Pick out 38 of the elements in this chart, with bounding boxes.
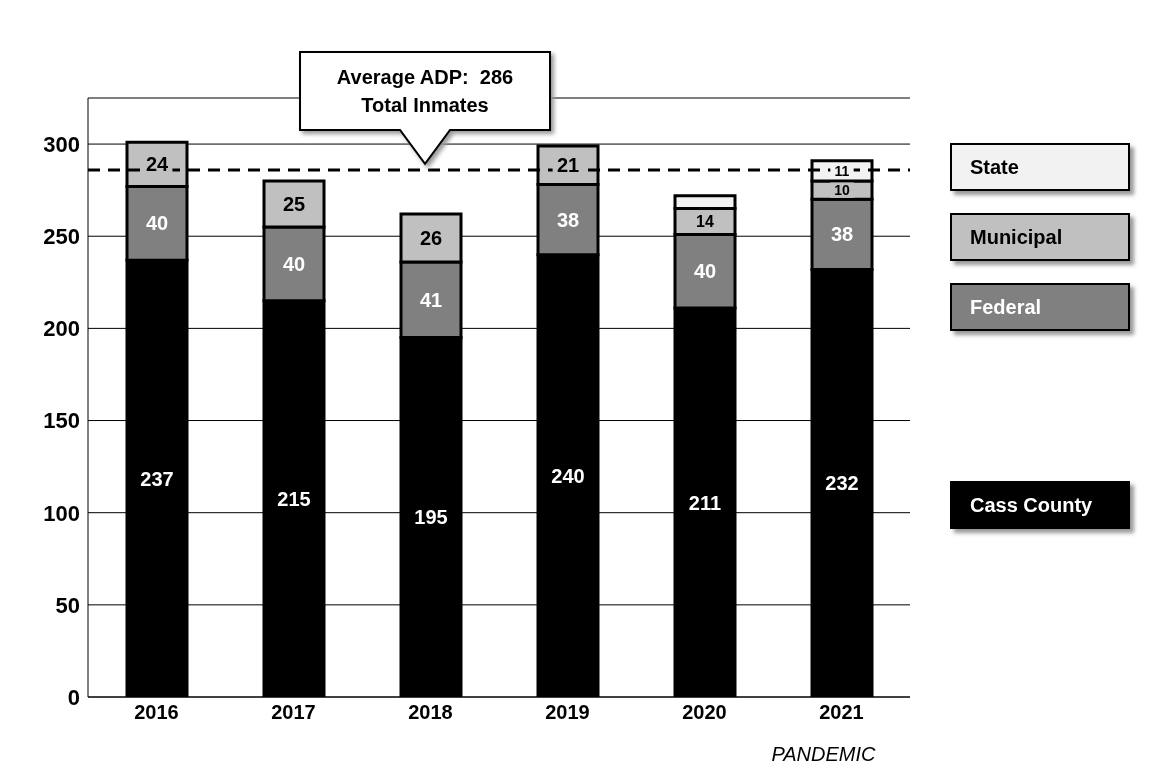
data-label: 14 [696,213,714,231]
data-label: 237 [140,467,174,490]
data-label: 211 [688,491,722,514]
x-tick-label: 2021 [819,701,864,724]
data-label: 40 [693,260,717,283]
y-tick-label: 250 [43,224,80,250]
text: Municipal [950,213,1130,261]
data-label: 26 [419,227,443,250]
y-tick-label: 50 [55,592,80,618]
data-label: 40 [282,252,306,275]
x-tick-label: 2016 [134,701,179,724]
text: Cass County [950,481,1130,529]
y-tick-label: 300 [43,131,80,157]
data-label: 21 [556,154,580,177]
x-tick-label: 2019 [545,701,590,724]
text: State [950,143,1130,191]
text: PANDEMIC [770,743,877,766]
data-label: 38 [556,208,580,231]
data-label: 25 [282,192,306,215]
text: Federal [950,283,1130,331]
y-tick-label: 200 [43,316,80,342]
x-tick-label: 2020 [682,701,727,724]
data-label: 41 [419,288,443,311]
data-label: 40 [145,212,169,235]
data-label: 195 [414,506,448,529]
data-label: 215 [277,487,311,510]
data-label: 24 [145,153,169,176]
x-tick-label: 2018 [408,701,453,724]
y-tick-label: 150 [43,408,80,434]
data-label: 38 [830,223,854,246]
y-tick-label: 0 [67,684,80,710]
data-label: 240 [551,464,585,487]
x-tick-label: 2017 [271,701,316,724]
data-label: 11 [834,162,850,179]
y-tick-label: 100 [43,500,80,526]
data-label: 232 [825,472,859,495]
data-label: 10 [834,182,850,199]
ref-line-label: Average ADP: 286 Total Inmates [336,65,514,116]
